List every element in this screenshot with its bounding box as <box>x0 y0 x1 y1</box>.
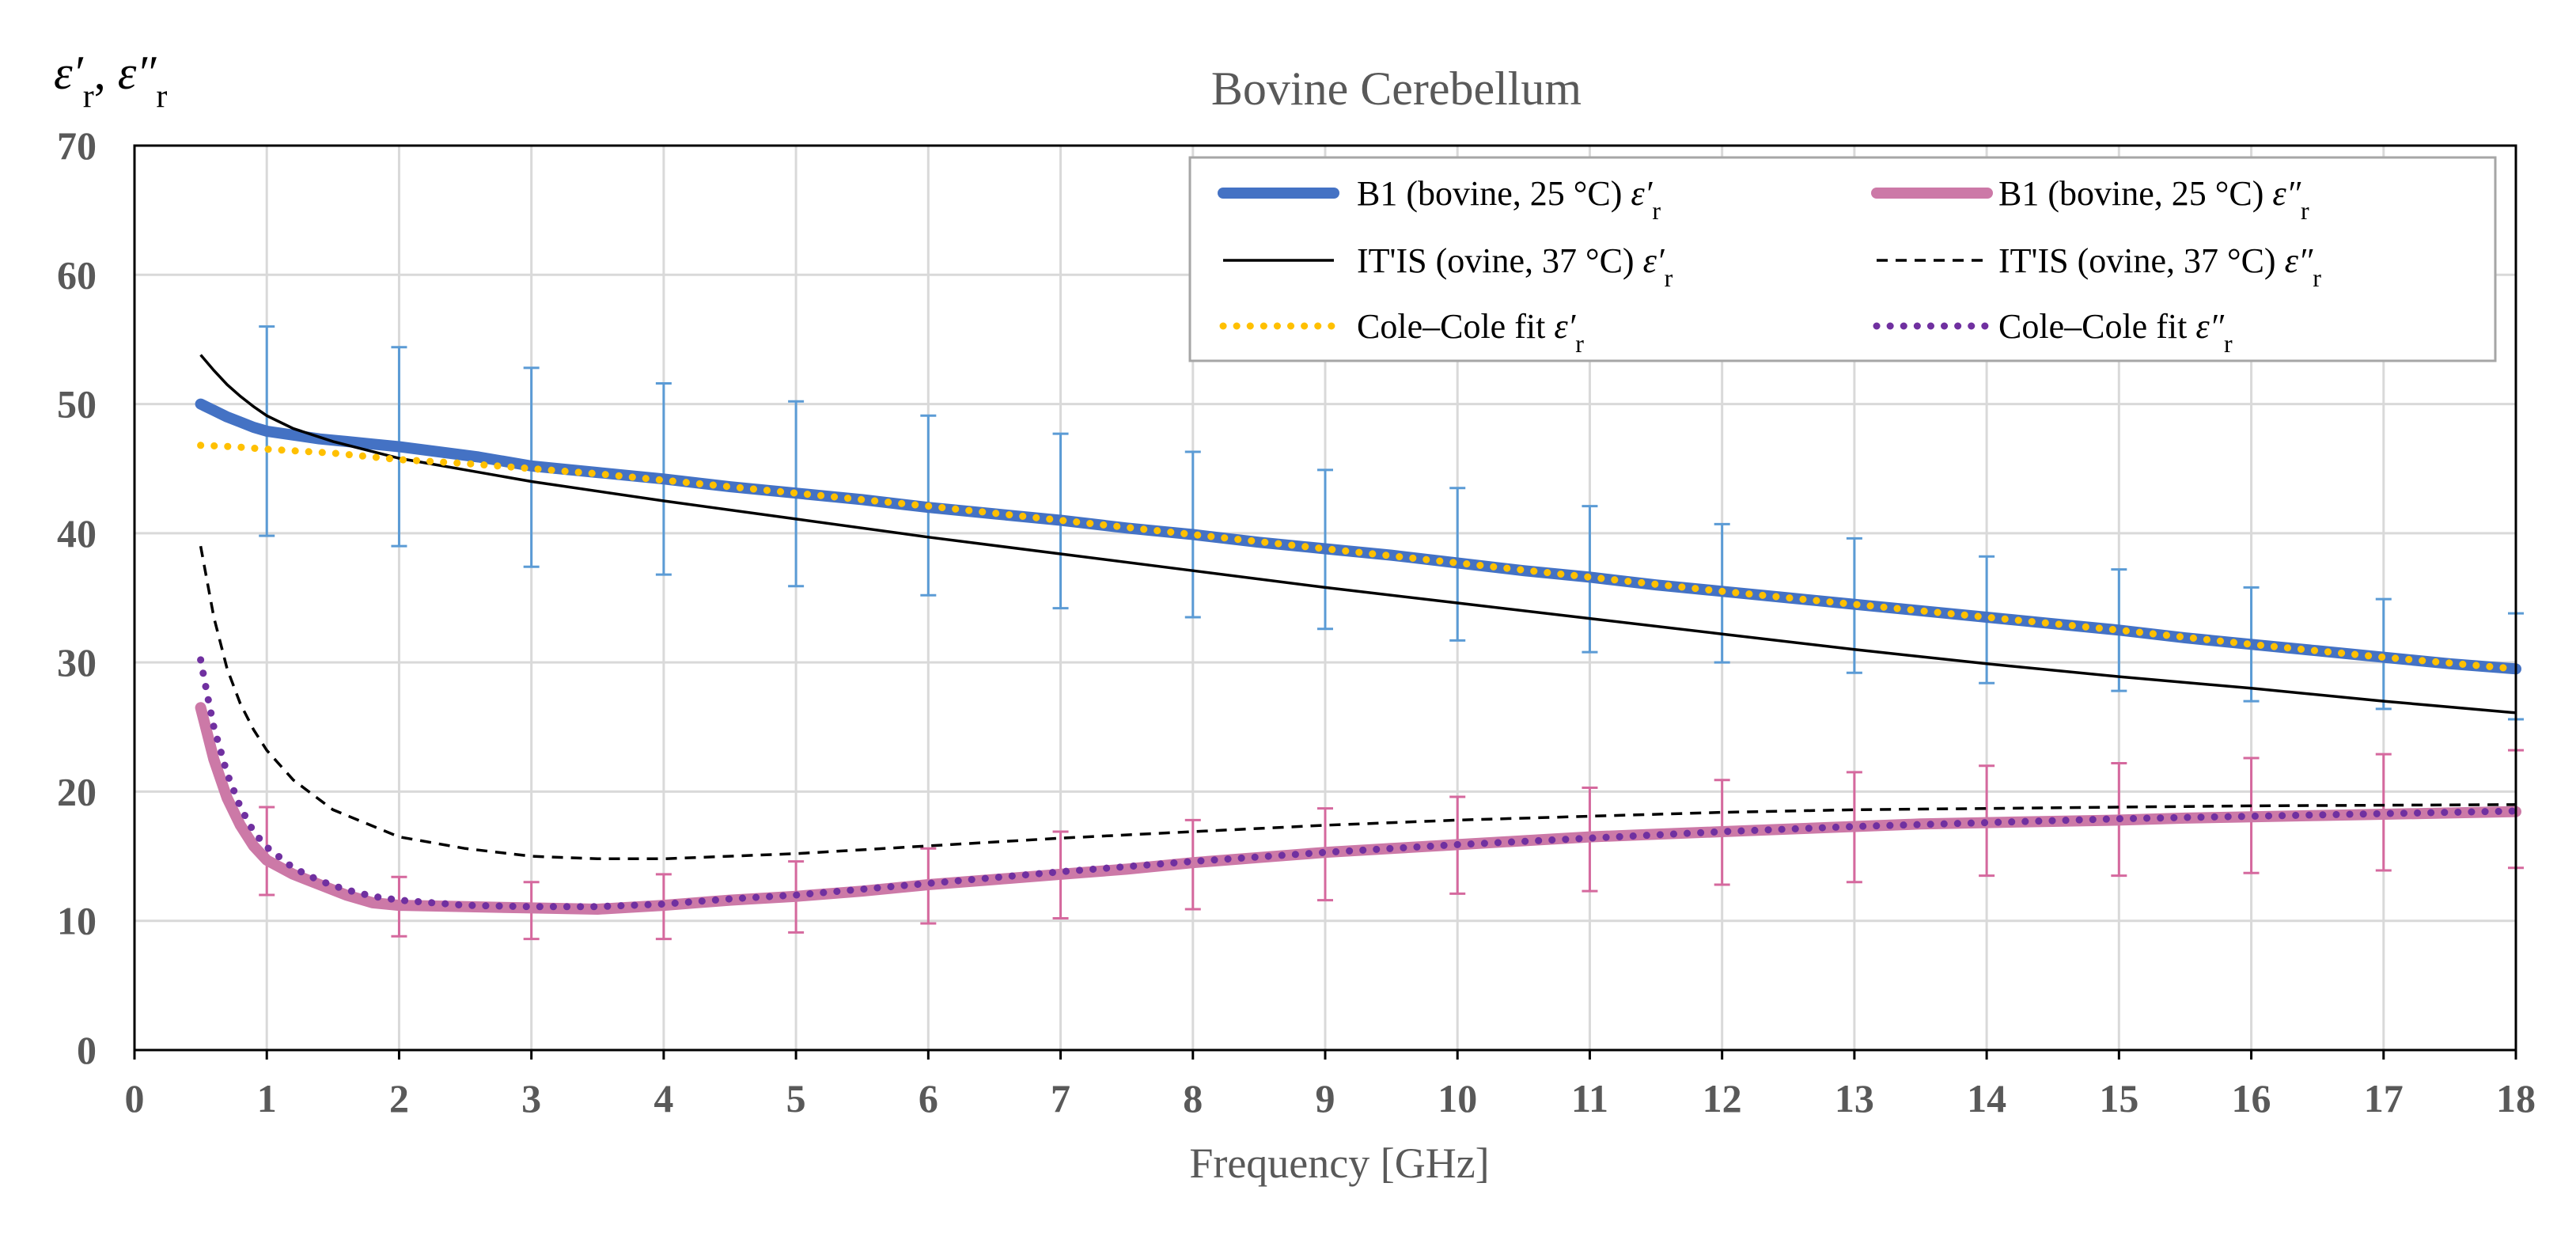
x-tick-label: 18 <box>2496 1076 2536 1120</box>
legend-label: IT'IS (ovine, 37 °C) ε′r <box>1357 241 1673 292</box>
x-tick-label: 3 <box>521 1076 541 1120</box>
legend-label: Cole–Cole fit ε″r <box>1998 307 2233 358</box>
series-line <box>199 545 2517 861</box>
x-tick-label: 9 <box>1316 1076 1335 1120</box>
x-tick-label: 8 <box>1183 1076 1203 1120</box>
y-tick-label: 50 <box>57 382 97 427</box>
x-tick-label: 14 <box>1967 1076 2006 1120</box>
x-tick-label: 5 <box>786 1076 806 1120</box>
legend-label: Cole–Cole fit ε′r <box>1357 307 1584 358</box>
series-line <box>197 656 2520 911</box>
y-tick-label: 60 <box>57 252 97 297</box>
tick-labels: 0 1 2 3 4 5 6 7 8 9 10 11 12 13 14 15 16 17 18010203040506… <box>57 123 2536 1120</box>
legend-box <box>1188 156 2497 362</box>
x-tick-label: 0 <box>125 1076 145 1120</box>
series-line <box>199 354 2517 715</box>
x-tick-label: 1 <box>257 1076 277 1120</box>
y-tick-label: 10 <box>57 899 97 943</box>
x-tick-label: 11 <box>1571 1076 1608 1120</box>
y-tick-label: 70 <box>57 123 97 168</box>
y-tick-label: 0 <box>77 1028 97 1072</box>
x-tick-label: 2 <box>389 1076 409 1120</box>
y-tick-label: 40 <box>57 511 97 555</box>
chart-title: Bovine Cerebellum <box>1211 63 1582 115</box>
x-tick-label: 7 <box>1051 1076 1070 1120</box>
x-tick-label: 15 <box>2099 1076 2138 1120</box>
series-lines <box>195 354 2521 915</box>
legend-label: B1 (bovine, 25 °C) ε″r <box>1998 174 2309 225</box>
x-tick-label: 12 <box>1703 1076 1742 1120</box>
series-line <box>197 442 2520 673</box>
x-tick-label: 10 <box>1438 1076 1477 1120</box>
y-tick-label: 30 <box>57 640 97 684</box>
axes <box>133 144 2517 1060</box>
legend-label: IT'IS (ovine, 37 °C) ε″r <box>1998 241 2321 292</box>
x-tick-label: 13 <box>1835 1076 1874 1120</box>
legend-label: B1 (bovine, 25 °C) ε′r <box>1357 174 1661 225</box>
x-tick-label: 4 <box>653 1076 673 1120</box>
y-tick-label: 20 <box>57 769 97 813</box>
y-axis-label: ε′r, ε″r <box>54 47 167 115</box>
x-axis-label: Frequency [GHz] <box>1189 1139 1489 1187</box>
legend: B1 (bovine, 25 °C) ε′r B1 (bovine, 25 °C)… <box>1188 156 2497 362</box>
x-tick-label: 16 <box>2232 1076 2271 1120</box>
x-tick-label: 17 <box>2364 1076 2404 1120</box>
x-tick-label: 6 <box>919 1076 938 1120</box>
